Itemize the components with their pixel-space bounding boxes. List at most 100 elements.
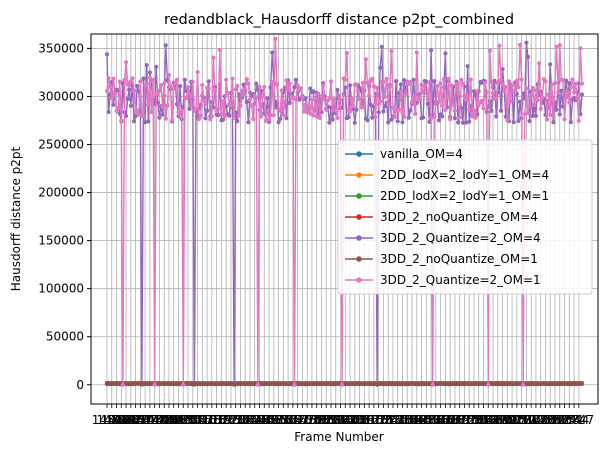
data-point: [509, 83, 515, 88]
data-point: [521, 382, 526, 387]
x-tick-label: 1732: [540, 413, 571, 427]
legend-marker: [356, 256, 362, 262]
data-point: [340, 382, 345, 387]
data-point: [146, 119, 151, 124]
y-tick-label: 0: [76, 378, 84, 392]
data-point: [162, 81, 167, 86]
data-point: [475, 89, 480, 94]
data-point: [551, 114, 556, 119]
legend-label: 3DD_2_Quantize=2_OM=4: [380, 231, 541, 245]
data-point: [456, 120, 461, 125]
data-point: [255, 382, 260, 387]
data-point: [486, 382, 491, 387]
data-point: [487, 48, 492, 53]
data-point: [378, 99, 383, 104]
data-point: [106, 76, 111, 81]
x-tick-label: 1729: [535, 413, 566, 427]
x-tick-label: 1456: [101, 413, 132, 427]
data-point: [189, 102, 194, 108]
data-point: [293, 77, 299, 82]
data-point: [144, 63, 149, 68]
data-point: [402, 78, 407, 83]
data-point: [174, 77, 179, 82]
data-point: [185, 85, 191, 90]
data-point: [241, 92, 246, 97]
y-axis-title: Hausdorff distance p2pt: [9, 146, 23, 291]
data-point: [117, 79, 122, 84]
data-point: [151, 77, 156, 82]
data-point: [429, 48, 434, 53]
data-point: [254, 95, 259, 101]
data-point: [432, 79, 437, 84]
data-point: [397, 107, 402, 112]
data-point: [116, 106, 121, 111]
data-point: [332, 97, 337, 102]
data-point: [303, 96, 308, 101]
data-point: [465, 64, 470, 69]
data-point: [424, 79, 429, 84]
data-point: [365, 118, 370, 123]
y-tick-label: 150000: [38, 234, 84, 248]
data-point: [414, 50, 419, 55]
data-point: [216, 106, 221, 111]
data-point: [209, 114, 214, 119]
data-point: [548, 112, 553, 117]
data-point: [384, 76, 389, 82]
data-point: [517, 42, 523, 47]
x-tick-label: 1675: [449, 413, 480, 427]
x-tick-label: 1720: [521, 413, 552, 427]
data-point: [506, 79, 511, 84]
data-point: [382, 104, 388, 109]
data-point: [370, 76, 375, 81]
data-point: [281, 113, 286, 118]
data-point: [236, 113, 241, 118]
data-point: [375, 85, 380, 91]
data-point: [365, 80, 370, 85]
data-point: [106, 109, 111, 115]
data-point: [268, 113, 273, 118]
data-point: [352, 120, 357, 125]
data-point: [216, 113, 221, 118]
data-point: [576, 118, 581, 123]
data-point: [284, 116, 289, 121]
data-point: [498, 108, 504, 113]
data-point: [298, 86, 303, 91]
y-axis: 0 50000 100000 150000 200000 250000 300000 3500…: [38, 41, 91, 392]
data-point: [241, 82, 246, 87]
data-point: [433, 102, 438, 107]
series-group: [104, 36, 585, 387]
data-point: [274, 82, 280, 87]
data-point: [120, 382, 125, 387]
data-point: [228, 103, 233, 108]
data-point: [494, 96, 499, 101]
data-point: [435, 83, 440, 89]
data-point: [413, 111, 418, 116]
x-tick-label: 1516: [197, 413, 228, 427]
data-point: [552, 81, 558, 86]
data-point: [279, 88, 284, 93]
data-point: [278, 116, 283, 121]
data-point: [348, 109, 353, 114]
x-tick-label: 1672: [444, 413, 475, 427]
data-point: [519, 77, 524, 82]
data-point: [400, 110, 405, 115]
x-tick-label: 1579: [297, 413, 328, 427]
data-point: [497, 43, 502, 48]
x-tick-label: 1738: [549, 413, 580, 427]
data-point: [457, 115, 462, 120]
x-tick-label: 1465: [116, 413, 147, 427]
data-point: [567, 81, 572, 86]
x-tick-label: 1687: [468, 413, 499, 427]
x-tick-label: 1459: [106, 413, 137, 427]
data-point: [525, 54, 531, 60]
data-point: [243, 86, 248, 92]
x-tick-label: 1609: [344, 413, 375, 427]
data-point: [481, 106, 486, 111]
x-tick-label: 1501: [173, 413, 204, 427]
data-point: [266, 117, 272, 122]
data-point: [197, 116, 202, 122]
data-point: [155, 92, 160, 97]
data-point: [249, 103, 254, 108]
data-point: [160, 104, 165, 109]
data-point: [402, 114, 407, 120]
